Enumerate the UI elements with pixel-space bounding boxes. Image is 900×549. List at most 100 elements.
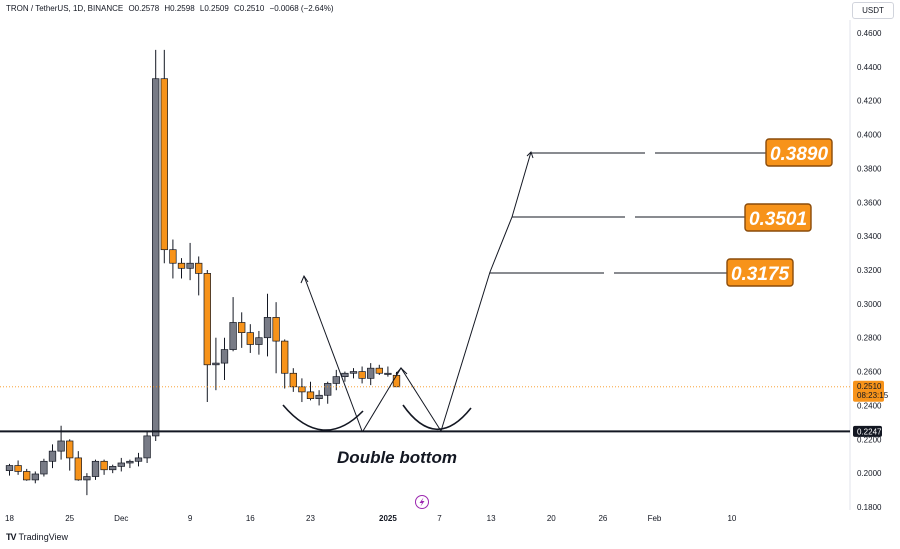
candle-body (349, 371, 358, 374)
time-tick-label: 20 (547, 514, 556, 523)
time-tick-label: 25 (65, 514, 74, 523)
candle (238, 312, 246, 348)
candle-body (126, 460, 134, 464)
candle-body (384, 372, 392, 375)
candle-body (367, 367, 375, 379)
price-tick-label: 0.3400 (857, 232, 882, 241)
candle-body (134, 457, 143, 462)
target-label-2[interactable]: 0.3501 (744, 203, 812, 232)
chart-header: TRON / TetherUS, 1D, BINANCE O0.2578 H0.… (6, 4, 337, 13)
candle-body (298, 386, 306, 393)
tradingview-brand: TradingView (18, 532, 69, 542)
symbol-label[interactable]: TRON / TetherUS, 1D, BINANCE (6, 4, 124, 13)
candle (349, 368, 358, 379)
candle (186, 242, 194, 281)
candle (40, 458, 48, 477)
candle-body (169, 249, 177, 264)
candle (169, 239, 177, 279)
time-tick-label: 2025 (379, 514, 397, 523)
time-tick-label: 13 (487, 514, 496, 523)
price-axis[interactable]: 0.4600 0.4400 0.4200 0.4000 0.3800 0.3600 0.34… (857, 29, 882, 512)
candle (324, 381, 332, 404)
candle-body (392, 374, 401, 388)
candle (341, 371, 349, 382)
candle-body (289, 372, 297, 388)
time-tick-label: 7 (437, 514, 442, 523)
second-bottom-arc (402, 404, 472, 431)
candle (14, 460, 22, 475)
price-tick-label: 0.3800 (857, 164, 882, 173)
candle-body (5, 465, 14, 471)
candle-body (324, 383, 332, 396)
time-tick-label: 9 (188, 514, 193, 523)
candle (5, 463, 14, 476)
first-bottom-arc (282, 404, 364, 431)
candle (203, 270, 211, 403)
candles-layer (5, 49, 401, 496)
target-label-2-text: 0.3501 (749, 209, 807, 230)
candle (263, 293, 272, 357)
pattern-drawings (282, 151, 766, 433)
target-arrow-head (526, 151, 534, 159)
candle-body (160, 78, 168, 251)
candle (117, 457, 125, 472)
lightning-icon[interactable] (415, 495, 429, 509)
candle-body (306, 391, 315, 400)
time-tick-label: 23 (306, 514, 315, 523)
price-tick-label: 0.4600 (857, 29, 882, 38)
target-label-3[interactable]: 0.3175 (726, 258, 794, 287)
target-label-1[interactable]: 0.3890 (765, 138, 833, 167)
pole-arrow-head (300, 274, 309, 284)
time-tick-label: Dec (114, 514, 128, 523)
tradingview-logo-icon: TV (6, 532, 16, 542)
ohlc-close: C0.2510 (234, 4, 265, 13)
candle (177, 258, 186, 279)
candle-body (117, 462, 125, 467)
candle-body (40, 460, 48, 475)
candle (358, 366, 366, 384)
currency-button[interactable]: USDT (852, 2, 894, 19)
target-label-1-box (765, 138, 833, 167)
candle (315, 390, 323, 406)
candle (367, 363, 375, 386)
time-tick-label: 18 (5, 514, 14, 523)
candle (134, 452, 143, 467)
candle-body (212, 362, 220, 366)
pattern-label: Double bottom (337, 448, 457, 467)
candle (91, 459, 100, 480)
price-tick-label: 0.4400 (857, 63, 882, 72)
candle-body (203, 273, 211, 366)
price-tick-label: 0.3000 (857, 300, 882, 309)
price-tick-label: 0.4200 (857, 97, 882, 106)
candle (272, 302, 280, 374)
ohlc-open: O0.2578 (128, 4, 160, 13)
candle (74, 451, 82, 481)
candle (289, 368, 297, 392)
time-tick-label: 10 (727, 514, 736, 523)
time-tick-label: 26 (598, 514, 607, 523)
time-axis[interactable]: 18 25 Dec 9 16 23 2025 7 13 20 26 Feb 10 (5, 514, 737, 523)
candle-body (195, 262, 203, 274)
candle-body (229, 322, 237, 350)
candle (195, 256, 203, 296)
current-price-value: 0.2510 (857, 382, 882, 391)
candle (100, 459, 108, 475)
candle-body (109, 466, 117, 471)
candle-body (100, 460, 108, 471)
candle-body (66, 440, 74, 459)
candle-body (91, 460, 100, 477)
candle-body (48, 450, 57, 462)
candle (126, 459, 134, 469)
candle (281, 339, 289, 389)
candle-body (74, 457, 82, 481)
candle-body (332, 376, 340, 384)
candle (109, 464, 117, 474)
candle (298, 378, 306, 403)
candle-body (375, 367, 383, 374)
candle-body (177, 262, 186, 269)
candle-body (238, 322, 246, 333)
ohlc-change: −0.0068 (−2.64%) (269, 4, 334, 13)
price-tick-label: 0.2000 (857, 469, 882, 478)
candle-body (246, 332, 254, 345)
